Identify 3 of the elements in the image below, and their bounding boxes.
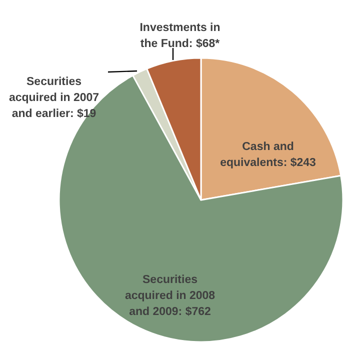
slice-label: Cash and equivalents: $243 (220, 141, 316, 169)
slice-label: Securities acquired in 2008 and 2009: $762 (124, 274, 216, 318)
slice-label: Investments in the Fund: $68* (140, 22, 220, 50)
